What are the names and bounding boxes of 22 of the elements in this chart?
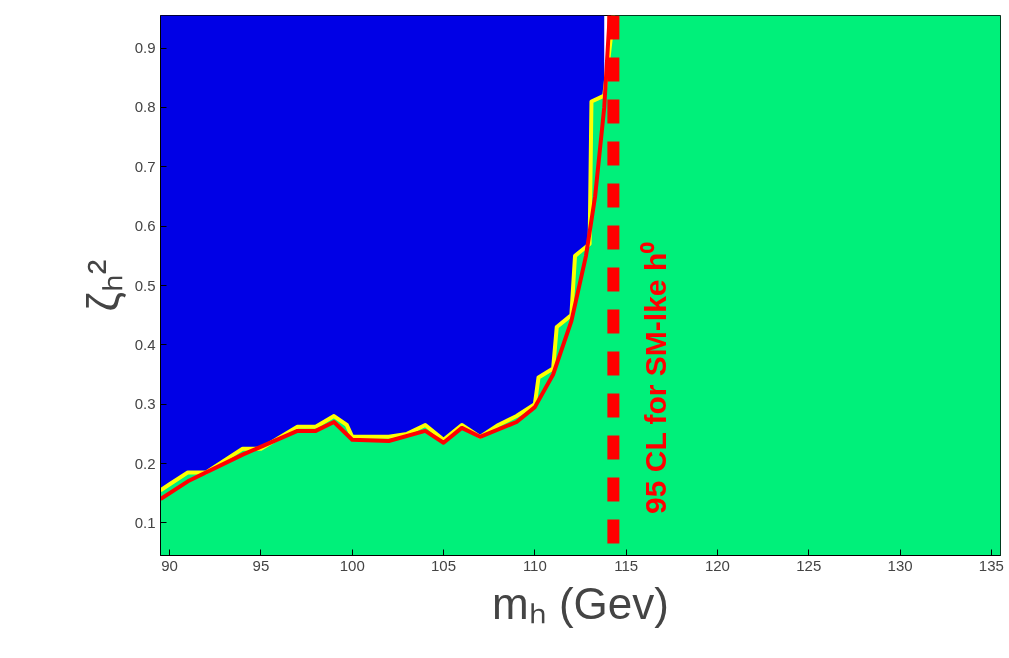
ref-line-label: 95 CL for SM-lke h⁰ [638,241,672,514]
y-tick-label: 0.3 [134,395,156,413]
y-tick-label: 0.8 [134,98,156,116]
x-tick-label: 100 [339,556,365,574]
x-tick-label: 110 [522,556,547,574]
x-axis-title: mₕ (Gev) [492,578,669,628]
x-tick-label: 135 [978,556,1004,574]
y-axis-title: ζₕ² [77,259,127,312]
x-tick-label: 120 [704,556,730,574]
y-tick-label: 0.1 [134,513,156,531]
y-tick-label: 0.6 [134,217,156,235]
y-tick-label: 0.5 [134,276,156,294]
y-tick-label: 0.9 [134,39,156,57]
y-tick-label: 0.7 [134,157,156,175]
x-tick-label: 95 [252,556,270,574]
x-tick-label: 115 [614,556,639,574]
x-tick-label: 130 [887,556,913,574]
y-tick-label: 0.4 [134,335,156,353]
x-tick-label: 125 [796,556,822,574]
y-tick-label: 0.2 [134,454,156,472]
x-tick-label: 90 [161,556,178,574]
x-tick-label: 105 [431,556,457,574]
